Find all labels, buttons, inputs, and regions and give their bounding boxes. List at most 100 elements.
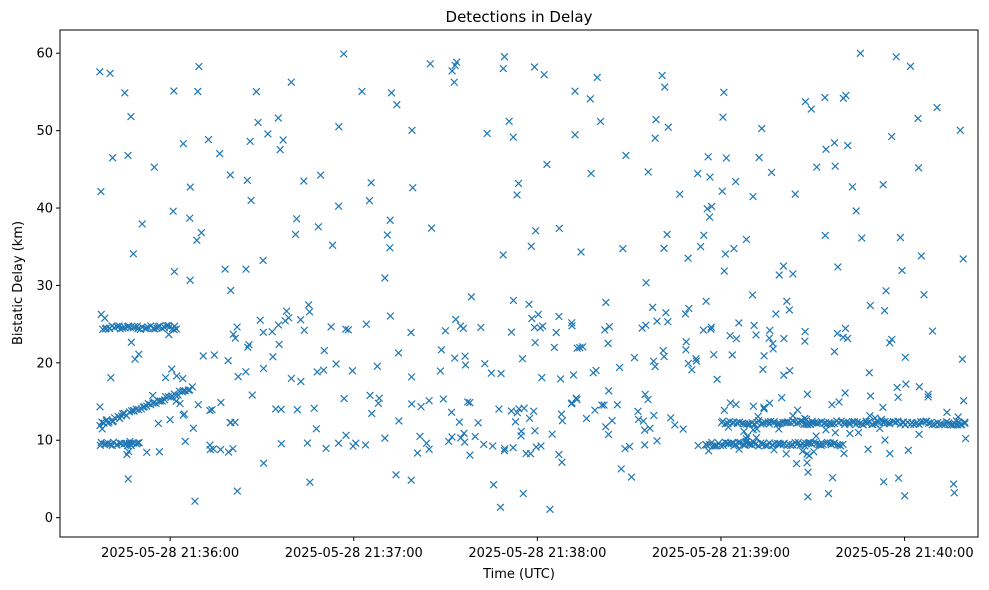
detection-marker xyxy=(140,402,148,411)
detection-marker xyxy=(735,445,743,453)
detection-marker xyxy=(770,446,778,454)
detection-marker xyxy=(148,391,157,400)
detection-marker xyxy=(528,314,536,323)
detection-marker xyxy=(765,326,774,335)
detection-marker xyxy=(586,95,595,103)
detection-marker xyxy=(812,432,820,440)
detection-marker xyxy=(254,118,262,127)
detection-marker xyxy=(726,331,734,340)
detection-marker xyxy=(381,274,389,282)
detection-marker xyxy=(634,415,643,424)
detection-marker xyxy=(831,162,839,170)
detection-marker xyxy=(282,307,291,315)
detection-marker xyxy=(513,408,522,417)
detection-marker xyxy=(868,420,877,429)
detection-marker xyxy=(164,330,173,339)
detection-marker xyxy=(386,312,395,320)
y-tick-label: 0 xyxy=(45,511,53,526)
detection-marker xyxy=(558,416,567,425)
detection-marker xyxy=(407,476,416,485)
detection-marker xyxy=(135,350,143,359)
detection-marker xyxy=(875,424,884,433)
detection-marker xyxy=(651,134,659,142)
chart-title: Detections in Delay xyxy=(446,8,593,26)
detection-marker xyxy=(96,402,104,411)
y-tick-label: 50 xyxy=(36,124,53,139)
y-axis-label: Bistatic Delay (km) xyxy=(11,221,26,345)
detection-marker xyxy=(234,372,243,381)
x-axis-label: Time (UTC) xyxy=(482,567,555,582)
detection-marker xyxy=(568,321,576,330)
detection-marker xyxy=(455,418,464,426)
detection-marker xyxy=(334,202,343,211)
detection-marker xyxy=(598,401,606,409)
detection-marker xyxy=(785,366,794,375)
detection-marker xyxy=(748,291,757,299)
detection-marker xyxy=(525,414,534,423)
detection-marker xyxy=(348,366,357,375)
detection-marker xyxy=(361,441,370,449)
detection-marker xyxy=(834,263,842,271)
detection-marker xyxy=(644,168,652,176)
detection-marker xyxy=(531,338,540,347)
detection-marker xyxy=(914,164,923,172)
detection-marker xyxy=(543,160,551,169)
detection-marker xyxy=(304,301,313,309)
detection-marker xyxy=(920,290,928,299)
detection-marker xyxy=(314,223,323,231)
detection-marker xyxy=(843,334,852,343)
detection-marker xyxy=(123,450,131,459)
detection-marker xyxy=(489,480,498,489)
detection-marker xyxy=(954,418,963,426)
detection-marker xyxy=(704,152,713,161)
detection-marker xyxy=(891,418,900,427)
detection-marker xyxy=(801,97,810,106)
detection-marker xyxy=(476,323,485,332)
detection-marker xyxy=(894,393,902,402)
detection-marker xyxy=(514,179,523,188)
detection-marker xyxy=(425,396,433,405)
detection-marker xyxy=(621,444,629,453)
detection-marker xyxy=(215,149,224,158)
detection-marker xyxy=(900,492,909,500)
detection-marker xyxy=(134,324,142,333)
detection-marker xyxy=(604,430,613,439)
detection-marker xyxy=(775,271,784,279)
detection-marker xyxy=(831,428,840,437)
detection-marker xyxy=(894,474,903,482)
detection-marker xyxy=(417,402,425,411)
detection-marker xyxy=(871,414,879,422)
detection-marker xyxy=(854,428,863,437)
detection-marker xyxy=(949,480,958,488)
y-axis-ticks: 0 10 20 30 40 50 60 xyxy=(36,47,60,526)
detection-marker xyxy=(840,449,848,458)
detection-marker xyxy=(366,391,374,400)
plot-background xyxy=(60,30,978,537)
detection-marker xyxy=(450,78,459,87)
detection-marker xyxy=(803,390,812,399)
detection-marker xyxy=(231,334,240,343)
detection-marker xyxy=(904,446,913,455)
detection-marker xyxy=(373,362,382,371)
detection-marker xyxy=(365,196,374,205)
detection-marker xyxy=(724,423,733,431)
detection-marker xyxy=(439,395,448,403)
detection-marker xyxy=(605,322,614,331)
detection-marker xyxy=(866,301,875,310)
detection-marker xyxy=(552,328,561,337)
detection-marker xyxy=(407,373,416,381)
detection-marker xyxy=(950,488,959,497)
detection-marker xyxy=(386,216,395,225)
plot-frame xyxy=(59,29,979,538)
detection-marker xyxy=(961,419,969,428)
detection-marker xyxy=(216,445,225,454)
detection-marker xyxy=(131,355,139,363)
detection-marker xyxy=(407,400,416,408)
detection-marker xyxy=(224,448,233,456)
detection-marker xyxy=(841,324,850,333)
detection-marker xyxy=(845,420,854,428)
detection-marker xyxy=(532,443,541,451)
detection-marker xyxy=(773,439,782,448)
detection-marker xyxy=(451,315,460,324)
detection-marker xyxy=(303,439,312,447)
